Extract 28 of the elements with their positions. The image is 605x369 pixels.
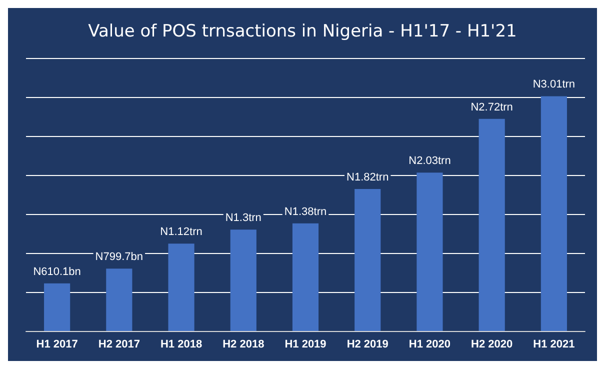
x-tick-label: H1 2021 xyxy=(533,338,575,350)
x-tick-label: H2 2019 xyxy=(346,338,388,350)
x-tick-label: H2 2017 xyxy=(98,338,140,350)
data-label: N1.3trn xyxy=(225,212,262,224)
x-tick-label: H1 2019 xyxy=(284,338,326,350)
data-label: N799.7bn xyxy=(95,251,144,264)
bar xyxy=(168,244,194,331)
x-tick-label: H2 2018 xyxy=(222,338,264,350)
x-tick-label: H2 2020 xyxy=(471,338,513,350)
data-label: N1.12trn xyxy=(160,226,202,238)
data-label: N1.38trn xyxy=(284,206,327,218)
bar xyxy=(230,230,256,331)
data-label: N2.72trn xyxy=(470,101,513,114)
bar xyxy=(478,118,505,331)
x-tick-label: H1 2018 xyxy=(160,338,202,350)
chart-title: Value of POS trnsactions in Nigeria - H1'17 - H1'21 xyxy=(88,22,517,42)
data-label: N3.01trn xyxy=(532,78,576,91)
data-label: N610.1bn xyxy=(33,266,81,278)
x-tick-label: H1 2020 xyxy=(408,338,451,350)
bar xyxy=(540,96,567,331)
data-label: N2.03trn xyxy=(408,155,451,168)
bar xyxy=(44,283,70,331)
bar xyxy=(106,268,132,331)
bar xyxy=(292,223,319,331)
x-tick-label: H1 2017 xyxy=(36,338,78,350)
data-label: N1.82trn xyxy=(346,172,389,184)
bar xyxy=(416,172,443,331)
bar xyxy=(354,189,381,331)
